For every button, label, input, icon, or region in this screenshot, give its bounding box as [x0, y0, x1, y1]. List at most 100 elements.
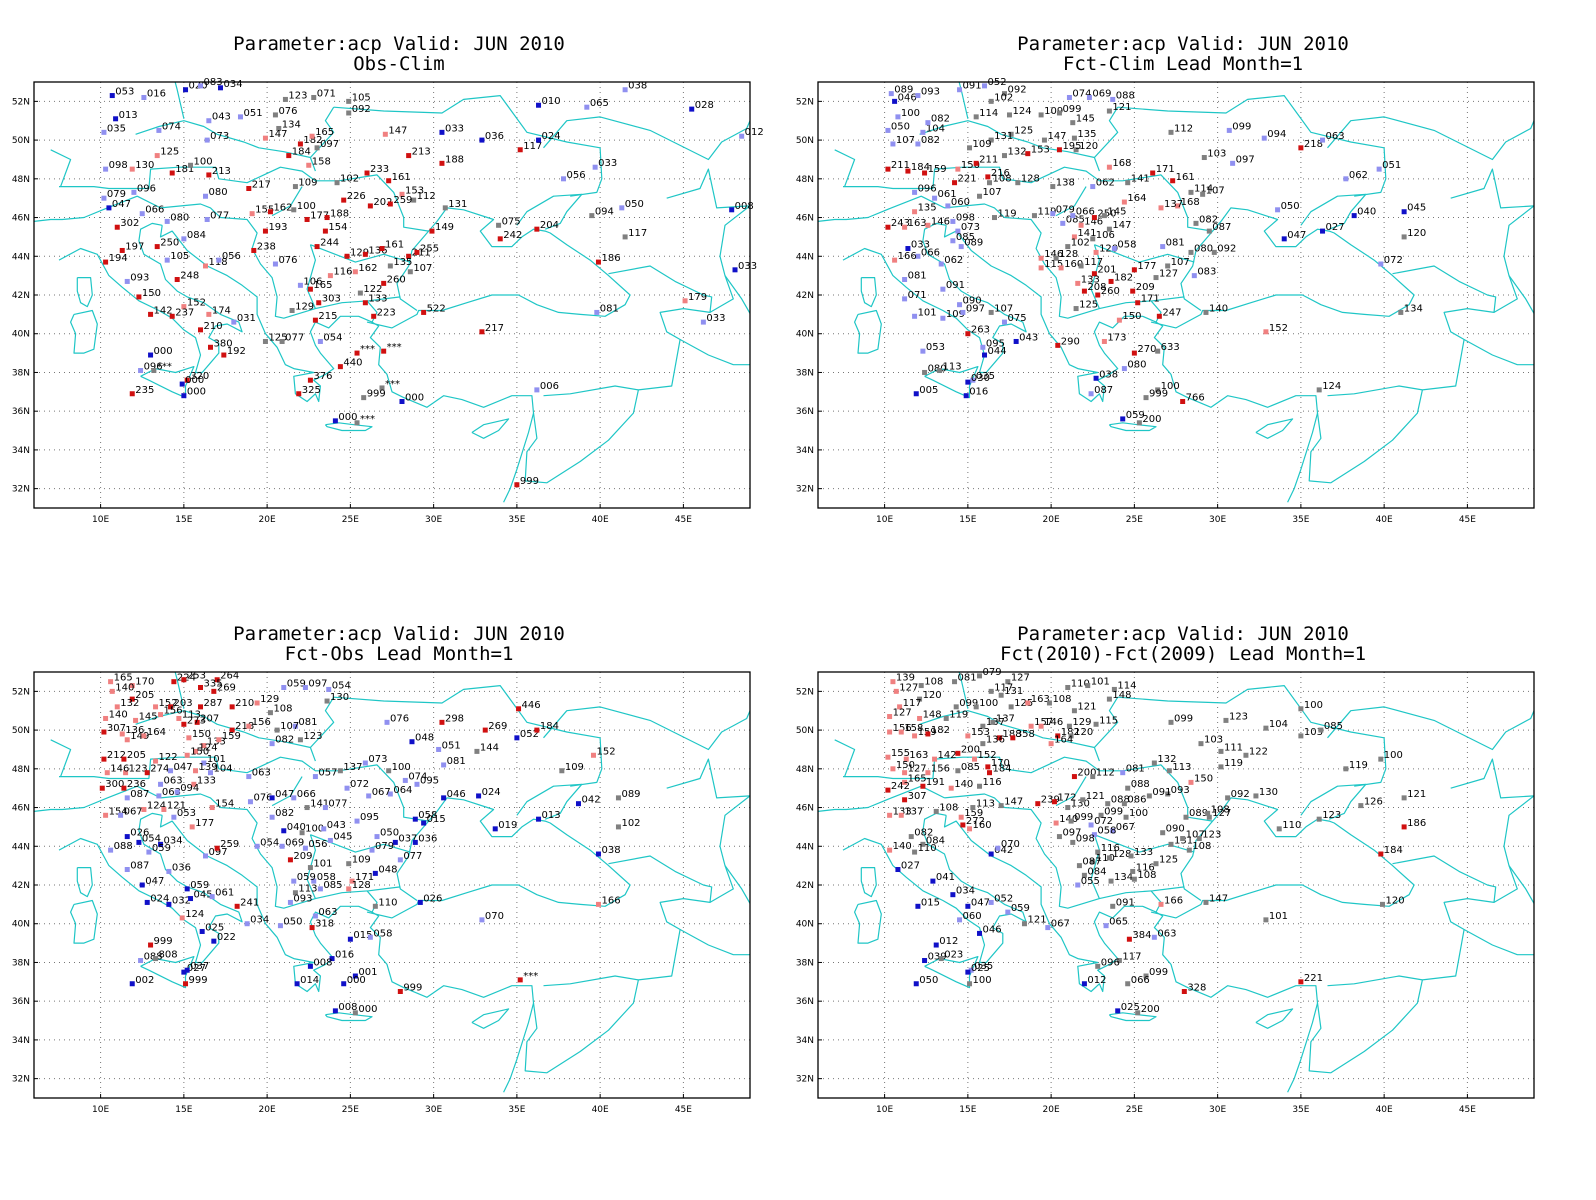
y-tick-label: 44N	[796, 842, 814, 852]
station-marker	[1130, 288, 1136, 294]
station-marker	[113, 116, 119, 122]
station-marker	[1135, 300, 1141, 306]
station-marker	[938, 261, 944, 267]
station-value: 102	[994, 92, 1013, 103]
station-value: 135	[393, 257, 412, 268]
station-value: 127	[893, 708, 912, 719]
station-marker	[1121, 199, 1127, 205]
station-marker	[892, 98, 898, 104]
coastline	[1503, 795, 1534, 924]
station-marker	[302, 845, 308, 851]
station-marker	[1318, 727, 1324, 733]
station-marker	[311, 94, 317, 100]
coastline	[174, 82, 185, 119]
station-value: 106	[1096, 230, 1115, 241]
station-marker	[1093, 249, 1099, 255]
coastline	[1093, 696, 1119, 748]
station-value: 136	[125, 725, 144, 736]
station-value: 244	[320, 238, 339, 249]
station-value: 137	[996, 713, 1015, 724]
station-marker	[920, 783, 926, 789]
station-marker	[1080, 797, 1086, 803]
station-marker	[922, 958, 928, 964]
station-value: 137	[986, 717, 1005, 728]
station-value: 121	[1077, 702, 1096, 713]
stations: 0530160200340830130350740430510761230711…	[101, 77, 764, 488]
station-value: 081	[908, 271, 927, 282]
y-tick-label: 40N	[796, 330, 814, 340]
station-value: 087	[130, 789, 149, 800]
station-value: 152	[978, 750, 997, 761]
station-marker	[119, 247, 125, 253]
station-marker	[988, 688, 994, 694]
station-marker	[332, 1008, 338, 1014]
station-value: 052	[520, 729, 539, 740]
station-marker	[1085, 683, 1091, 689]
station-marker	[619, 205, 625, 211]
station-value: ***	[387, 342, 402, 353]
station-marker	[902, 296, 908, 302]
station-marker	[1093, 721, 1099, 727]
y-tick-label: 34N	[796, 1036, 814, 1046]
station-value: 091	[946, 280, 965, 291]
station-marker	[347, 936, 353, 942]
station-value: 034	[250, 915, 269, 926]
panel-title-line1: Parameter:acp Valid: JUN 2010	[1017, 623, 1349, 645]
station-value: 075	[502, 216, 521, 227]
station-value: 147	[1047, 131, 1066, 142]
y-tick-label: 32N	[796, 485, 814, 495]
station-marker	[156, 127, 162, 133]
station-value: 070	[485, 911, 504, 922]
station-value: 052	[994, 893, 1013, 904]
station-value: 307	[908, 791, 927, 802]
station-value: 085	[956, 232, 975, 243]
station-value: 123	[129, 764, 148, 775]
station-marker	[101, 129, 107, 135]
station-marker	[1263, 329, 1269, 335]
station-value: 035	[974, 961, 993, 972]
station-value: 100	[901, 108, 920, 119]
coastline	[333, 94, 603, 197]
station-marker	[1165, 263, 1171, 269]
station-marker	[166, 901, 172, 907]
station-value: 081	[600, 303, 619, 314]
station-marker	[184, 377, 190, 383]
station-marker	[592, 164, 598, 170]
coastline	[271, 776, 303, 807]
station-marker	[203, 193, 209, 199]
station-value: 117	[523, 141, 542, 152]
y-tick-label: 44N	[12, 842, 30, 852]
coastline	[826, 624, 1534, 667]
station-value: 124	[1012, 106, 1031, 117]
station-value: 013	[542, 810, 561, 821]
station-value: 082	[1199, 214, 1218, 225]
coastline	[843, 756, 1213, 822]
y-tick-label: 34N	[12, 1036, 30, 1046]
station-marker	[897, 704, 903, 710]
station-value: 166	[1164, 895, 1183, 906]
station-marker	[1056, 110, 1062, 116]
coastline	[853, 309, 882, 354]
station-marker	[267, 710, 273, 716]
station-value: 108	[993, 174, 1012, 185]
station-marker	[988, 851, 994, 857]
station-value: 070	[1001, 839, 1020, 850]
coastline	[924, 956, 979, 989]
x-tick-label: 10E	[876, 1105, 893, 1115]
station-value: 128	[352, 880, 371, 891]
station-marker	[915, 253, 921, 259]
station-value: 154	[328, 222, 347, 233]
station-marker	[898, 729, 904, 735]
station-value: 076	[278, 255, 297, 266]
y-tick-label: 46N	[796, 804, 814, 814]
coastline	[160, 793, 401, 909]
station-value: 087	[1082, 857, 1101, 868]
station-marker	[1091, 832, 1097, 838]
station-marker	[194, 719, 200, 725]
station-value: 082	[275, 735, 294, 746]
station-value: 202	[373, 197, 392, 208]
station-value: 106	[303, 276, 322, 287]
station-value: 050	[283, 917, 302, 928]
station-marker	[977, 783, 983, 789]
station-marker	[1180, 836, 1186, 842]
